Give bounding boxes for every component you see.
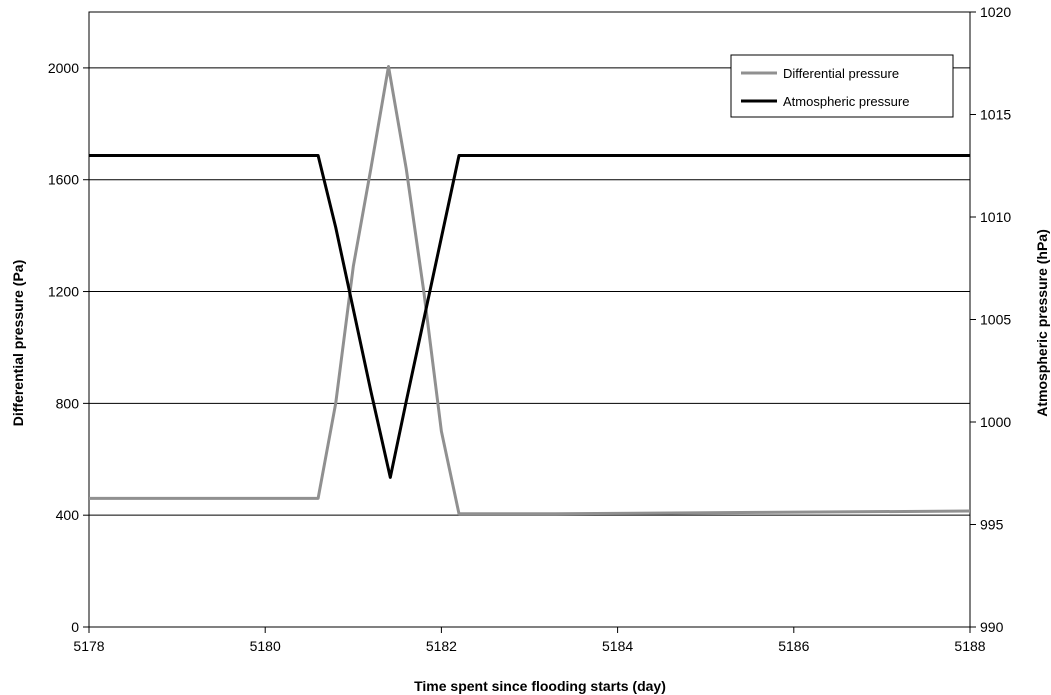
legend-label-differential-pressure: Differential pressure [783,66,899,81]
x-tick-label: 5182 [426,638,457,654]
x-axis: 5178 5180 5182 5184 5186 5188 [73,627,986,654]
left-y-tick-label: 1200 [48,284,79,300]
horizontal-gridlines [89,67,970,516]
left-y-axis: 0 400 800 1200 1600 2000 [48,60,89,635]
series-line-atmospheric-pressure [89,154,970,479]
legend-label-atmospheric-pressure: Atmospheric pressure [783,94,909,109]
left-y-tick-label: 0 [71,619,79,635]
x-tick-label: 5184 [602,638,633,654]
series-lines [89,65,971,516]
right-y-tick-label: 1020 [980,4,1011,20]
left-y-tick-label: 2000 [48,60,79,76]
left-y-axis-title: Differential pressure (Pa) [10,260,26,427]
right-y-axis-title: Atmospheric pressure (hPa) [1034,229,1050,417]
legend: Differential pressure Atmospheric pressu… [730,54,954,118]
right-y-tick-label: 995 [980,517,1004,533]
x-tick-label: 5180 [250,638,281,654]
x-tick-label: 5186 [778,638,809,654]
x-axis-title: Time spent since flooding starts (day) [414,678,666,694]
right-y-axis: 990 995 1000 1005 1010 1015 1020 [970,4,1011,635]
left-y-tick-label: 1600 [48,172,79,188]
right-y-tick-label: 1000 [980,414,1011,430]
legend-box [730,54,954,118]
series-line-differential-pressure [89,65,971,516]
right-y-tick-label: 1005 [980,312,1011,328]
left-y-tick-label: 800 [56,395,80,411]
right-y-tick-label: 990 [980,619,1004,635]
left-y-tick-label: 400 [56,507,80,523]
right-y-tick-label: 1015 [980,107,1011,123]
x-tick-label: 5178 [73,638,104,654]
right-y-tick-label: 1010 [980,209,1011,225]
x-tick-label: 5188 [954,638,985,654]
